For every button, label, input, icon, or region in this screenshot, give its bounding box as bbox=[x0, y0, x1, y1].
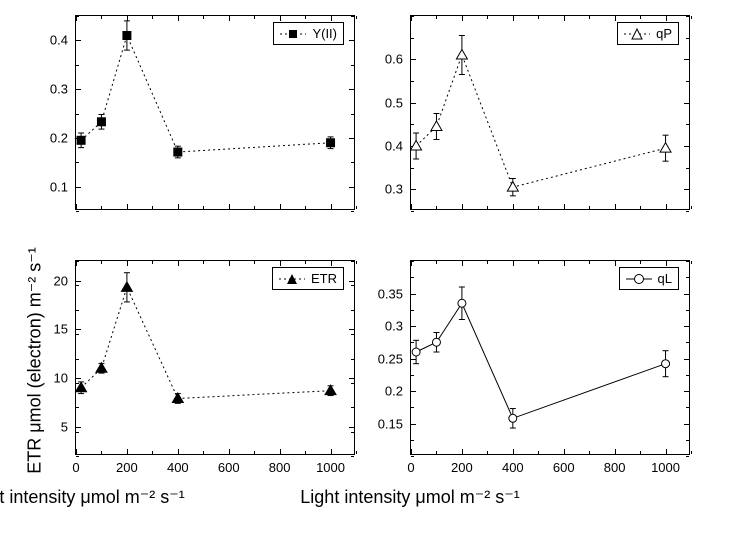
xtick-label: 200 bbox=[116, 454, 138, 475]
ytick-label: 0.25 bbox=[378, 351, 411, 366]
data-layer bbox=[76, 261, 356, 456]
ytick-label: 0.4 bbox=[50, 33, 76, 48]
xtick-label: 600 bbox=[218, 454, 240, 475]
xtick-label: 1000 bbox=[316, 454, 345, 475]
xtick-label: 0 bbox=[72, 454, 79, 475]
xtick-label: 1000 bbox=[651, 454, 680, 475]
y-axis-title-etr: ETR μmol (electron) m⁻² s⁻¹ bbox=[25, 211, 46, 511]
xtick-label: 0 bbox=[407, 454, 414, 475]
ytick-label: 0.2 bbox=[50, 130, 76, 145]
ytick-label: 0.2 bbox=[385, 384, 411, 399]
data-layer bbox=[411, 261, 691, 456]
data-layer bbox=[411, 16, 691, 211]
plot-area-yii: Y(II) 0.10.20.30.4 bbox=[75, 15, 355, 210]
plot-area-etr: ETR 510152002004006008001000 bbox=[75, 260, 355, 455]
xtick-label: 400 bbox=[502, 454, 524, 475]
figure-root: Y(II) 0.10.20.30.4 qP 0.30.40.50.6 ETR bbox=[0, 0, 745, 537]
xtick-label: 800 bbox=[604, 454, 626, 475]
ytick-label: 0.3 bbox=[385, 182, 411, 197]
ytick-label: 20 bbox=[54, 273, 76, 288]
ytick-label: 0.3 bbox=[50, 82, 76, 97]
ytick-label: 5 bbox=[61, 419, 76, 434]
ytick-label: 0.15 bbox=[378, 416, 411, 431]
data-layer bbox=[76, 16, 356, 211]
ytick-label: 0.35 bbox=[378, 286, 411, 301]
plot-area-qp: qP 0.30.40.50.6 bbox=[410, 15, 690, 210]
plot-area-ql: qL 0.150.20.250.30.3502004006008001000 bbox=[410, 260, 690, 455]
ytick-label: 0.5 bbox=[385, 95, 411, 110]
xtick-label: 600 bbox=[553, 454, 575, 475]
ytick-label: 0.1 bbox=[50, 179, 76, 194]
ytick-label: 0.4 bbox=[385, 139, 411, 154]
x-axis-title-right: Light intensity μmol m⁻² s⁻¹ bbox=[300, 487, 519, 508]
xtick-label: 400 bbox=[167, 454, 189, 475]
ytick-label: 0.3 bbox=[385, 319, 411, 334]
ytick-label: 0.6 bbox=[385, 52, 411, 67]
ytick-label: 10 bbox=[54, 371, 76, 386]
xtick-label: 200 bbox=[451, 454, 473, 475]
xtick-label: 800 bbox=[269, 454, 291, 475]
ytick-label: 15 bbox=[54, 322, 76, 337]
